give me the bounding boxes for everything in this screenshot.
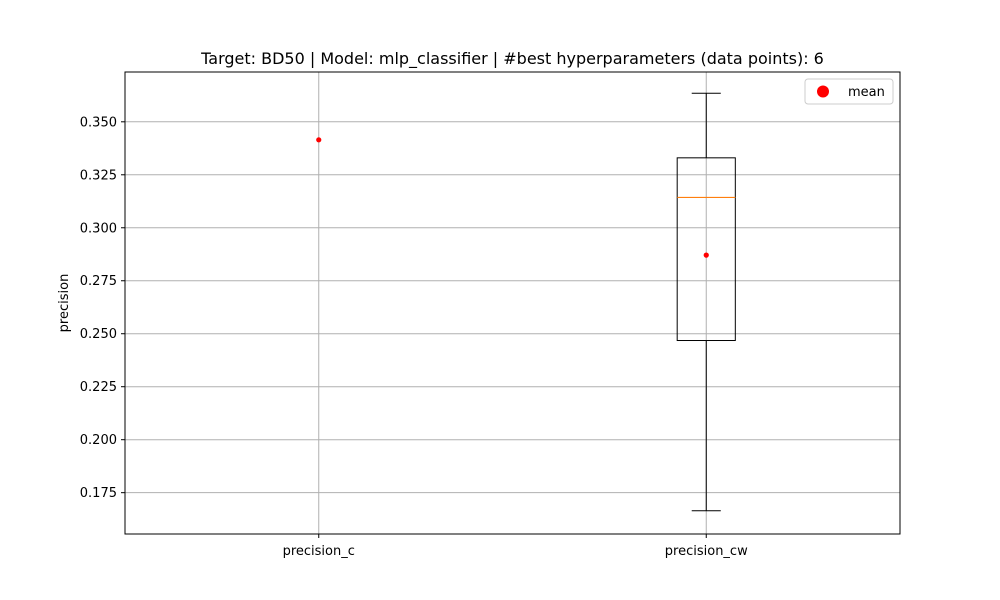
- grid-layer: [125, 72, 900, 534]
- y-tick-label: 0.225: [80, 380, 117, 395]
- y-tick-label: 0.325: [80, 168, 117, 183]
- mean-marker: [703, 252, 709, 258]
- chart-title: Target: BD50 | Model: mlp_classifier | #…: [200, 49, 824, 69]
- legend-frame: [804, 78, 894, 105]
- y-tick-label: 0.350: [80, 115, 117, 130]
- axis-layer: 0.175 0.200 0.225 0.250 0.275 0.300 0.325 0.350…: [80, 115, 748, 559]
- y-axis-label: precision: [57, 274, 72, 333]
- box-iqr: [676, 157, 736, 342]
- legend-mean-label: mean: [848, 85, 885, 100]
- y-tick-label: 0.275: [80, 274, 117, 289]
- x-tick-label: precision_c: [283, 544, 355, 559]
- legend: mean: [804, 78, 894, 105]
- y-tick-label: 0.250: [80, 327, 117, 342]
- plot-frame: [124, 71, 901, 535]
- y-tick-label: 0.300: [80, 221, 117, 236]
- legend-mean-marker: [817, 85, 829, 98]
- x-tick-label: precision_cw: [665, 544, 748, 559]
- mean-marker: [316, 137, 322, 143]
- y-tick-label: 0.200: [80, 433, 117, 448]
- y-tick-label: 0.175: [80, 486, 117, 501]
- box-layer: [316, 92, 736, 512]
